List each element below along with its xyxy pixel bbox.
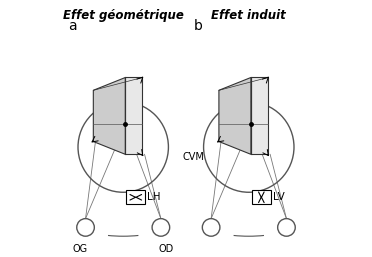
FancyBboxPatch shape — [252, 190, 271, 204]
Text: CVM: CVM — [182, 152, 204, 162]
Text: b: b — [193, 19, 202, 33]
Text: Effet géométrique: Effet géométrique — [63, 9, 184, 22]
Text: LV: LV — [273, 192, 285, 202]
Circle shape — [77, 219, 94, 236]
Circle shape — [152, 219, 170, 236]
Polygon shape — [251, 78, 268, 154]
Polygon shape — [93, 78, 125, 154]
Text: OD: OD — [158, 244, 173, 254]
Text: OG: OG — [73, 244, 88, 254]
Text: Effet induit: Effet induit — [211, 9, 286, 22]
Text: LH: LH — [147, 192, 161, 202]
Text: a: a — [68, 19, 77, 33]
Circle shape — [278, 219, 295, 236]
Polygon shape — [125, 78, 142, 154]
FancyBboxPatch shape — [126, 190, 145, 204]
Circle shape — [202, 219, 220, 236]
Polygon shape — [219, 78, 251, 154]
